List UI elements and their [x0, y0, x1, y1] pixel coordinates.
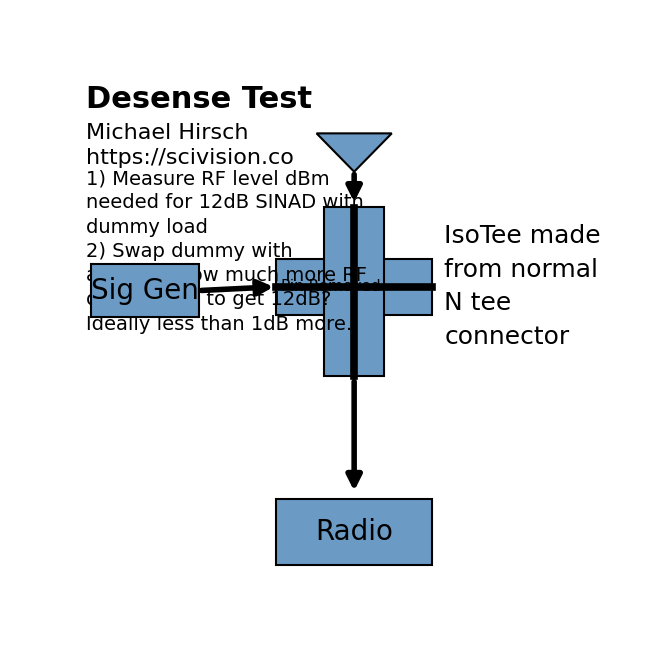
Bar — [276, 499, 432, 566]
Text: 1) Measure RF level dBm
needed for 12dB SINAD with
dummy load
2) Swap dummy with: 1) Measure RF level dBm needed for 12dB … — [86, 169, 367, 333]
Text: Desense Test: Desense Test — [86, 85, 312, 114]
Text: Radio: Radio — [315, 518, 393, 546]
Text: Michael Hirsch
https://scivision.co: Michael Hirsch https://scivision.co — [86, 123, 294, 168]
Text: Pin Removed: Pin Removed — [281, 280, 381, 294]
Bar — [91, 264, 199, 317]
Text: IsoTee made
from normal
N tee
connector: IsoTee made from normal N tee connector — [444, 224, 601, 349]
Polygon shape — [316, 133, 392, 172]
Text: Sig Gen: Sig Gen — [91, 277, 199, 305]
Bar — [324, 207, 384, 376]
Bar — [276, 258, 432, 315]
